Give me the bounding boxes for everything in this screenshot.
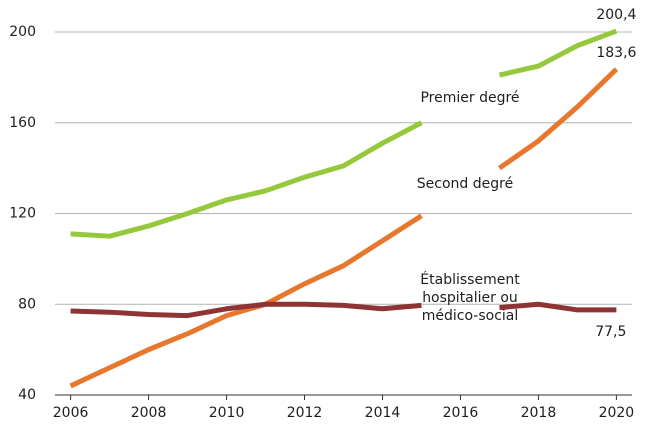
series-line [69,213,423,389]
series-line [499,301,617,313]
series-label: Établissement hospitalier ou médico-soci… [420,272,520,324]
y-tick-label: 160 [9,115,36,131]
value-label: 77,5 [595,324,626,340]
x-tick-label: 2018 [521,405,557,421]
x-tick-label: 2016 [443,405,479,421]
series-line [70,120,423,239]
value-label: 183,6 [596,45,636,61]
x-tick-label: 2006 [53,405,89,421]
series-line [498,28,618,78]
series-label: Second degré [416,176,514,192]
x-tick-label: 2014 [365,405,401,421]
y-tick-label: 120 [9,206,36,222]
x-tick-label: 2010 [209,405,245,421]
series-line [70,301,422,319]
y-tick-label: 40 [18,387,36,403]
value-label: 200,4 [596,7,636,23]
series-line [498,67,619,171]
series-label: Premier degré [420,90,520,106]
y-tick-label: 200 [9,24,36,40]
y-tick-label: 80 [18,296,36,312]
x-tick-label: 2008 [131,405,167,421]
x-tick-label: 2012 [287,405,323,421]
x-tick-label: 2020 [599,405,635,421]
